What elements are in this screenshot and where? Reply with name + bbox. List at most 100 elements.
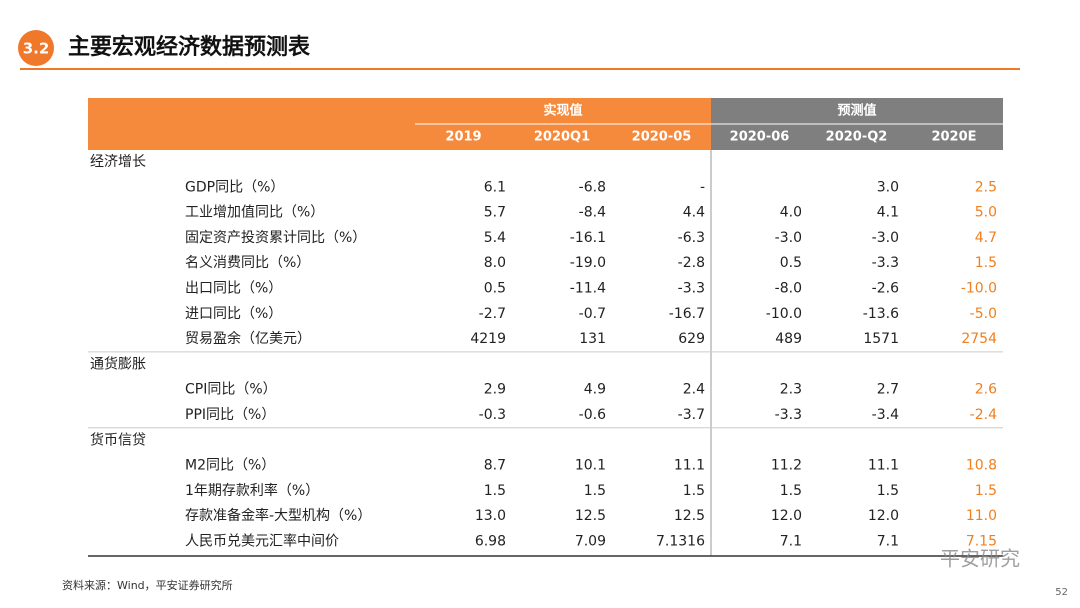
table: 实现值 预测值 2019 2020Q1 2020-05 2020-06 2020-Q2 202… [88, 103, 1003, 550]
cell: -5.0 [970, 306, 997, 322]
column-header: 2020Q1 [534, 130, 590, 145]
cell: -16.1 [570, 230, 606, 246]
cell: 2.4 [683, 382, 705, 398]
cell: 0.5 [780, 255, 802, 271]
cell: -8.0 [775, 281, 802, 297]
cell: -3.3 [775, 407, 802, 423]
cell: 11.1 [868, 458, 899, 474]
cell: 12.5 [575, 508, 606, 524]
cell: -3.3 [872, 255, 899, 271]
row-label: 贸易盈余（亿美元） [185, 330, 311, 347]
cell: 1.5 [975, 483, 997, 499]
cell: 2.3 [780, 382, 802, 398]
row-label: 名义消费同比（%） [185, 255, 310, 271]
section-label: 经济增长 [90, 154, 146, 170]
cell: 2.9 [484, 382, 506, 398]
cell: 5.0 [975, 205, 997, 221]
row-label: 进口同比（%） [185, 306, 282, 322]
cell: -0.3 [479, 407, 506, 423]
cell: 8.7 [484, 458, 506, 474]
row-label: PPI同比（%） [185, 407, 275, 423]
cell: 7.1316 [656, 534, 705, 550]
cell: -10.0 [766, 306, 802, 322]
cell: 7.09 [575, 534, 606, 550]
cell: -3.0 [775, 230, 802, 246]
cell: 7.15 [966, 534, 997, 550]
cell: 2754 [961, 331, 997, 347]
cell: 10.8 [966, 458, 997, 474]
cell: 4.7 [975, 230, 997, 246]
title: 主要宏观经济数据预测表 [68, 34, 311, 60]
cell: -3.3 [678, 281, 705, 297]
cell: - [700, 179, 705, 195]
badge: 3.2 [23, 40, 50, 58]
cell: 4219 [470, 331, 506, 347]
cell: 8.0 [484, 255, 506, 271]
cell: 1.5 [877, 483, 899, 499]
column-header: 2020-Q2 [826, 130, 888, 145]
cell: 4.1 [877, 205, 899, 221]
cell: 2.7 [877, 382, 899, 398]
cell: -10.0 [961, 281, 997, 297]
badge-circle [18, 30, 54, 66]
cell: -16.7 [669, 306, 705, 322]
row-label: M2同比（%） [185, 458, 275, 474]
cell: 12.0 [868, 508, 899, 524]
cell: -3.4 [872, 407, 899, 423]
row-label: CPI同比（%） [185, 382, 277, 398]
cell: -2.7 [479, 306, 506, 322]
cell: 7.1 [877, 534, 899, 550]
section-label: 通货膨胀 [90, 355, 146, 372]
cell: 1.5 [484, 483, 506, 499]
cell: -6.8 [579, 179, 606, 195]
cell: 4.4 [683, 205, 705, 221]
cell: 5.4 [484, 230, 506, 246]
group-header: 预测值 [837, 103, 876, 119]
section-label: 货币信贷 [90, 431, 146, 448]
group-header: 实现值 [543, 103, 582, 119]
cell: 10.1 [575, 458, 606, 474]
cell: 12.5 [674, 508, 705, 524]
row-label: 人民币兑美元汇率中间价 [185, 533, 339, 550]
column-header: 2020-05 [632, 130, 692, 145]
column-header: 2020E [931, 130, 976, 145]
row-label: 固定资产投资累计同比（%） [185, 230, 366, 246]
cell: 131 [579, 331, 606, 347]
cell: -3.7 [678, 407, 705, 423]
cell: 2.6 [975, 382, 997, 398]
cell: 4.0 [780, 205, 802, 221]
cell: 6.98 [475, 534, 506, 550]
cell: 11.2 [771, 458, 802, 474]
column-header: 2019 [445, 130, 481, 145]
page-number: 52 [1055, 587, 1068, 598]
cell: 1.5 [975, 255, 997, 271]
cell: -0.7 [579, 306, 606, 322]
cell: -2.8 [678, 255, 705, 271]
row-label: 工业增加值同比（%） [185, 205, 324, 221]
cell: -13.6 [863, 306, 899, 322]
cell: -6.3 [678, 230, 705, 246]
row-label: 出口同比（%） [185, 281, 282, 297]
row-label: 存款准备金率-大型机构（%） [185, 507, 371, 524]
cell: 1571 [863, 331, 899, 347]
cell: 13.0 [475, 508, 506, 524]
cell: -3.0 [872, 230, 899, 246]
cell: 11.0 [966, 508, 997, 524]
watermark: 平安研究 [940, 547, 1020, 571]
cell: 1.5 [584, 483, 606, 499]
cell: -0.6 [579, 407, 606, 423]
source: 资料来源：Wind，平安证券研究所 [62, 578, 233, 592]
row-label: GDP同比（%） [185, 179, 284, 195]
cell: 12.0 [771, 508, 802, 524]
cell: 1.5 [683, 483, 705, 499]
cell: 4.9 [584, 382, 606, 398]
cell: -2.6 [872, 281, 899, 297]
cell: 7.1 [780, 534, 802, 550]
row-label: 1年期存款利率（%） [185, 482, 319, 499]
cell: -8.4 [579, 205, 606, 221]
cell: -2.4 [970, 407, 997, 423]
cell: -19.0 [570, 255, 606, 271]
cell: 629 [678, 331, 705, 347]
cell: -11.4 [570, 281, 606, 297]
